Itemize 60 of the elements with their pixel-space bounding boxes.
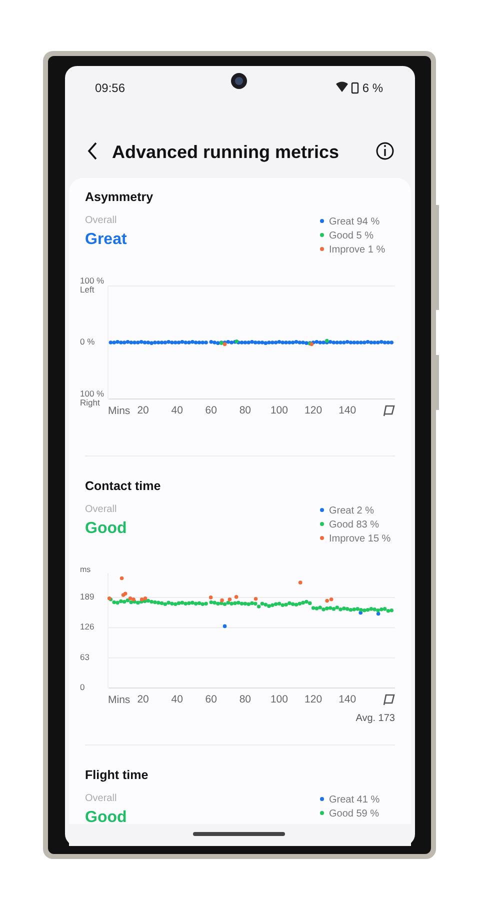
x-tick-label: 140 (338, 404, 356, 416)
x-tick-label: 140 (338, 693, 356, 706)
x-tick-label: 100 (270, 693, 288, 706)
x-tick-label: 80 (239, 404, 252, 416)
legend-label: Good 83 % (329, 520, 380, 530)
x-tick-label: 60 (205, 693, 218, 706)
point (143, 596, 148, 600)
legend-label: Great 41 % (329, 794, 380, 806)
text: Good (85, 520, 127, 537)
y-tick-label: 0 % (80, 336, 96, 347)
y-tick-label: 126 (80, 622, 94, 632)
chart-title: Asymmetry (85, 190, 154, 204)
x-tick-label: 20 (137, 693, 150, 706)
text: Overall (85, 793, 117, 804)
legend-label: Improve 15 % (329, 534, 391, 544)
point (298, 580, 302, 584)
point (376, 612, 380, 616)
x-tick-label: 40 (171, 693, 184, 706)
x-tick-label: 80 (239, 693, 252, 706)
legend-label: Great 2 % (329, 506, 374, 516)
point (228, 597, 232, 602)
text: Advanced running metrics (112, 142, 340, 162)
text: Overall (85, 504, 117, 515)
text: 09:56 (95, 81, 126, 95)
x-axis-title: Mins (108, 405, 130, 417)
point (220, 598, 224, 602)
x-tick-label: 20 (137, 404, 150, 416)
point (329, 597, 334, 602)
legend-label: Great 94 % (329, 216, 380, 228)
text: Avg. 173 (356, 713, 396, 724)
legend-label: Improve 1 % (329, 244, 386, 256)
text: Great (85, 231, 128, 248)
y-tick-label: 100 % Left (80, 276, 105, 295)
chart-title: Contact time (85, 479, 161, 493)
point (120, 576, 124, 580)
legend-label: Good 59 % (329, 808, 380, 820)
text: Flight time (85, 768, 148, 782)
point (234, 595, 238, 599)
x-tick-label: 60 (205, 404, 218, 416)
point (132, 597, 136, 602)
y-tick-label: 100 % Right (80, 388, 105, 408)
point (325, 598, 329, 603)
text: Overall (85, 215, 117, 226)
text: 6 % (362, 81, 384, 95)
point (208, 596, 213, 600)
x-tick-label: 120 (304, 404, 322, 416)
point (128, 596, 132, 600)
x-axis-title: Mins (108, 694, 130, 706)
x-tick-label: 120 (304, 693, 322, 706)
point (140, 597, 144, 602)
y-tick-label: 189 (80, 592, 94, 602)
x-tick-label: 40 (171, 404, 184, 416)
y-tick-label: 63 (80, 652, 90, 662)
text: Good (85, 809, 127, 826)
legend-label: Good 5 % (329, 230, 374, 242)
x-tick-label: 100 (270, 404, 288, 416)
point (254, 596, 258, 601)
y-tick-label: 0 (80, 682, 85, 692)
point (222, 624, 227, 628)
y-axis-title: ms (80, 565, 91, 574)
